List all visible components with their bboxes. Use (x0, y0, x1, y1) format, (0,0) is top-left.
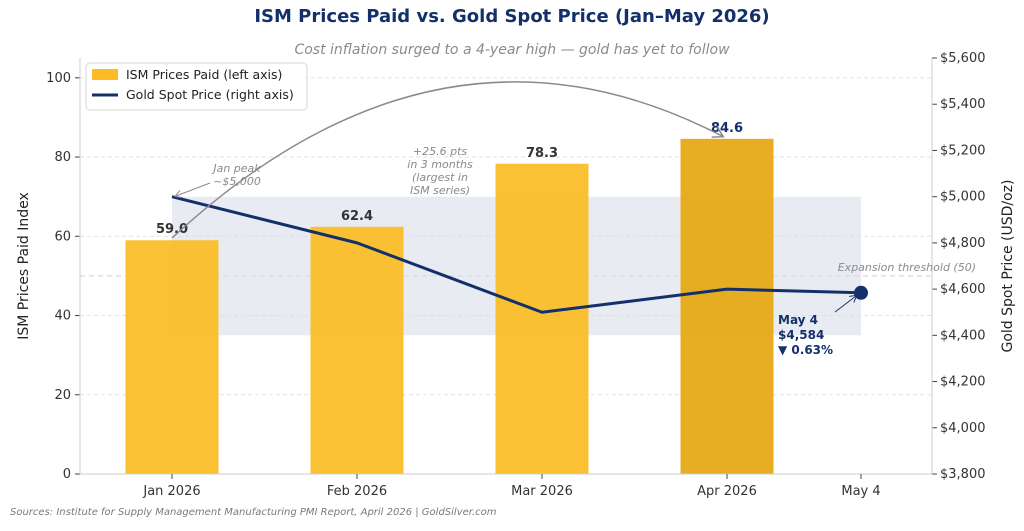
bar-series: 59.062.478.384.6 (125, 121, 774, 475)
legend-box (85, 62, 308, 111)
surge-annotation: +25.6 pts (413, 145, 468, 158)
bar (310, 226, 404, 474)
left-tick-label: 20 (54, 388, 71, 403)
bar (680, 138, 774, 474)
annotations: Expansion threshold (50) Jan peak~$5,000 +… (171, 81, 976, 357)
left-tick-label: 40 (54, 309, 71, 324)
axes: 0 20 40 60 80 100 $3,800 $4,000 $4,200 $4,400 $4,6… (16, 51, 1016, 499)
x-tick-label: Jan 2026 (142, 484, 200, 499)
right-tick-label: $4,600 (940, 282, 986, 297)
right-tick-label: $5,600 (940, 51, 986, 66)
right-axis-title: Gold Spot Price (USD/oz) (1000, 180, 1016, 353)
may-price-arrow (834, 296, 856, 313)
gold-price-line (171, 195, 862, 314)
surge-arrow (171, 81, 722, 239)
chart-title: ISM Prices Paid vs. Gold Spot Price (Jan… (254, 6, 770, 27)
bar (495, 163, 589, 475)
threshold-label: Expansion threshold (50) (838, 261, 976, 274)
right-tick-label: $5,000 (940, 190, 986, 205)
right-tick-label: $4,200 (940, 375, 986, 390)
left-tick-label: 80 (54, 150, 71, 165)
legend-label-line: Gold Spot Price (right axis) (126, 87, 294, 102)
left-tick-label: 0 (63, 467, 71, 482)
x-tick-label: Feb 2026 (327, 484, 387, 499)
x-tick-label: Apr 2026 (697, 484, 757, 499)
left-tick-label: 100 (46, 71, 71, 86)
right-tick-label: $4,800 (940, 236, 986, 251)
surge-annotation: in 3 months (407, 158, 473, 171)
may-price-annotation: May 4 (778, 313, 818, 327)
legend: ISM Prices Paid (left axis) Gold Spot Pri… (85, 62, 308, 111)
right-tick-label: $5,200 (940, 143, 986, 158)
right-tick-label: $3,800 (940, 467, 986, 482)
right-tick-label: $5,400 (940, 97, 986, 112)
legend-swatch-bar (92, 69, 118, 80)
jan-peak-annotation: Jan peak (211, 162, 261, 175)
chart-subtitle: Cost inflation surged to a 4-year high —… (294, 42, 730, 58)
jan-peak-arrow (176, 182, 211, 196)
source-note: Sources: Institute for Supply Management… (10, 507, 497, 518)
jan-peak-annotation: ~$5,000 (213, 175, 261, 188)
bar-value-label: 78.3 (526, 146, 558, 161)
bar (125, 240, 219, 474)
right-tick-label: $4,400 (940, 328, 986, 343)
surge-annotation: (largest in (412, 171, 468, 184)
x-tick-label: Mar 2026 (511, 484, 573, 499)
may-price-annotation: $4,584 (778, 328, 824, 342)
left-axis-title: ISM Prices Paid Index (16, 192, 32, 340)
legend-label-bar: ISM Prices Paid (left axis) (126, 67, 282, 82)
right-tick-label: $4,000 (940, 421, 986, 436)
left-tick-label: 60 (54, 229, 71, 244)
latest-price-marker (854, 285, 868, 300)
may-price-annotation: ▼ 0.63% (778, 343, 833, 357)
x-tick-label: May 4 (841, 484, 880, 499)
bar-value-label: 62.4 (341, 209, 373, 224)
bar-value-label: 59.0 (156, 222, 188, 237)
surge-annotation: ISM series) (410, 184, 470, 197)
